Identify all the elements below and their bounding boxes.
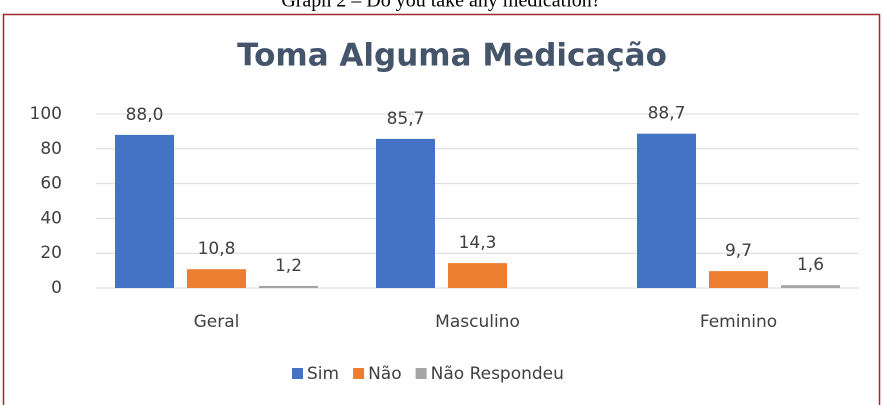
legend-label: Sim <box>307 364 339 384</box>
data-label: 88,7 <box>648 104 686 124</box>
x-tick-label: Feminino <box>700 312 777 332</box>
y-tick-label: 40 <box>40 208 62 228</box>
y-tick-label: 0 <box>51 278 62 298</box>
legend-swatch <box>353 368 365 379</box>
data-label: 85,7 <box>387 109 425 129</box>
y-tick-label: 100 <box>30 104 62 124</box>
data-label: 1,2 <box>275 256 302 276</box>
bar <box>376 138 435 288</box>
data-label: 10,8 <box>198 239 236 259</box>
x-tick-label: Masculino <box>435 312 520 332</box>
data-label: 1,6 <box>797 255 824 275</box>
bar <box>637 133 696 288</box>
legend-swatch <box>415 368 427 379</box>
legend-swatch <box>292 368 303 379</box>
bar <box>115 134 174 288</box>
data-label: 88,0 <box>126 105 164 125</box>
caption: Graph 2 – Do you take any medication? <box>281 0 600 12</box>
bar <box>259 285 318 288</box>
legend-label: Não <box>368 364 402 384</box>
legend-label: Não Respondeu <box>431 364 564 384</box>
chart-title: Toma Alguma Medicação <box>237 38 667 74</box>
y-tick-label: 20 <box>40 243 62 263</box>
y-tick-label: 80 <box>40 139 62 159</box>
bar <box>709 271 768 288</box>
bar <box>187 269 246 288</box>
data-label: 14,3 <box>459 233 497 253</box>
data-label: 9,7 <box>725 241 752 261</box>
bar <box>781 285 840 288</box>
y-tick-label: 60 <box>40 174 62 194</box>
x-tick-label: Geral <box>194 312 240 332</box>
bar <box>448 263 507 288</box>
